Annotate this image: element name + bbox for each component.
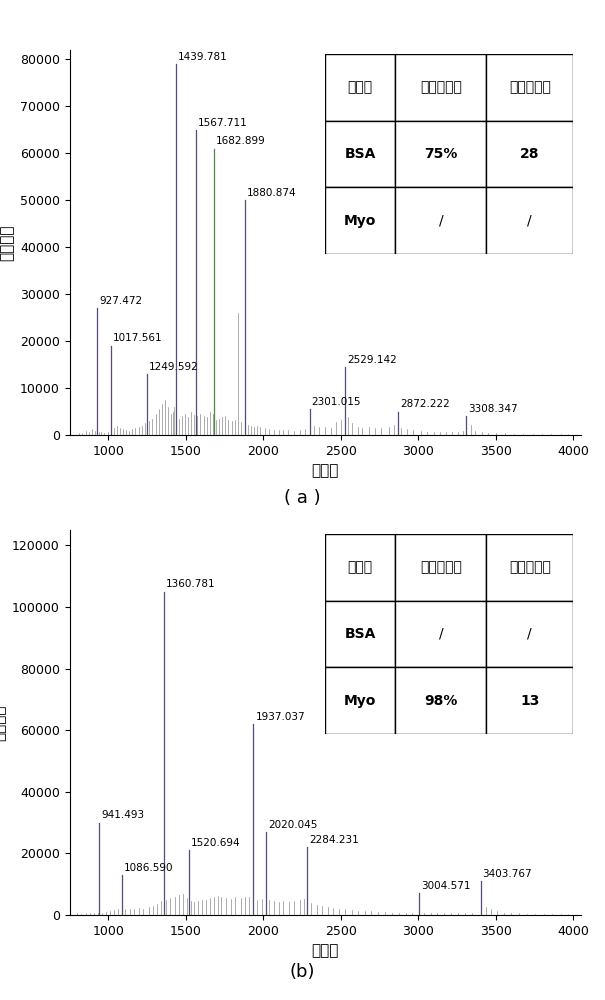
Text: 1249.592: 1249.592 [149,362,198,372]
Text: 蛋白质: 蛋白质 [348,80,373,94]
Bar [486,601,573,667]
Text: 927.472: 927.472 [99,296,142,306]
Text: 75%: 75% [424,147,457,161]
Text: 28: 28 [520,147,540,161]
Bar [486,187,573,254]
Y-axis label: 响应强度: 响应强度 [0,704,7,741]
Bar [396,601,486,667]
Text: 1439.781: 1439.781 [178,52,228,62]
Text: 2020.045: 2020.045 [268,820,318,830]
Text: 2301.015: 2301.015 [312,397,361,407]
Text: (b): (b) [290,963,315,981]
Text: 2529.142: 2529.142 [347,355,397,365]
Bar [396,54,486,121]
X-axis label: 质荷比: 质荷比 [312,943,339,958]
Text: BSA: BSA [345,627,376,641]
Text: 1880.874: 1880.874 [247,188,296,198]
Bar [325,534,396,601]
Bar [396,667,486,734]
Bar [325,121,396,187]
Bar [396,121,486,187]
Text: 1017.561: 1017.561 [113,333,163,343]
Bar [325,54,396,121]
Text: 1086.590: 1086.590 [123,863,173,873]
Text: /: / [439,627,443,641]
Text: 1520.694: 1520.694 [191,838,240,848]
X-axis label: 质荷比: 质荷比 [312,463,339,478]
Text: 3004.571: 3004.571 [420,881,470,891]
Text: 98%: 98% [424,694,457,708]
Bar [325,667,396,734]
Text: BSA: BSA [345,147,376,161]
Text: 匹配肽段数: 匹配肽段数 [509,80,551,94]
Text: 2284.231: 2284.231 [309,835,359,845]
Text: 2872.222: 2872.222 [400,399,450,409]
Text: ( a ): ( a ) [284,489,321,507]
Text: 13: 13 [520,694,540,708]
Text: 蛋白质: 蛋白质 [348,560,373,574]
Text: /: / [439,214,443,228]
Text: Myo: Myo [344,694,376,708]
Bar [325,601,396,667]
Text: 1567.711: 1567.711 [198,118,248,128]
Text: 序列覆盖率: 序列覆盖率 [420,560,462,574]
Text: /: / [528,627,532,641]
Text: 941.493: 941.493 [101,810,144,820]
Bar [486,534,573,601]
Text: 3403.767: 3403.767 [483,869,532,879]
Bar [325,187,396,254]
Y-axis label: 响应强度: 响应强度 [0,224,15,261]
Text: 3308.347: 3308.347 [468,404,517,414]
Bar [396,534,486,601]
Text: Myo: Myo [344,214,376,228]
Text: 匹配肽段数: 匹配肽段数 [509,560,551,574]
Bar [486,54,573,121]
Text: 1360.781: 1360.781 [166,579,215,589]
Bar [396,187,486,254]
Text: 1682.899: 1682.899 [216,136,266,146]
Bar [486,121,573,187]
Text: 序列覆盖率: 序列覆盖率 [420,80,462,94]
Bar [486,667,573,734]
Text: 1937.037: 1937.037 [255,712,305,722]
Text: /: / [528,214,532,228]
